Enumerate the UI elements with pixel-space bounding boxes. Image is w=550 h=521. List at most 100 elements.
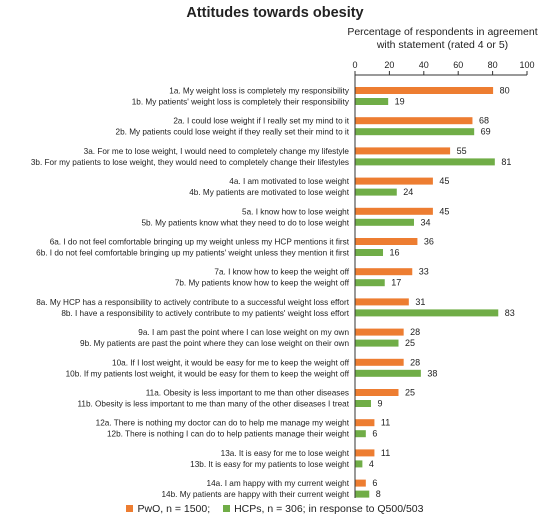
bar-pwo xyxy=(355,358,404,366)
category-label: 11a. Obesity is less important to me tha… xyxy=(146,389,349,398)
category-label: 14b. My patients are happy with their cu… xyxy=(161,490,349,499)
data-label: 45 xyxy=(439,206,449,216)
bar-hcps xyxy=(355,400,371,407)
data-label: 38 xyxy=(427,368,437,378)
data-label: 83 xyxy=(505,308,515,318)
category-label: 1a. My weight loss is completely my resp… xyxy=(169,87,350,96)
data-label: 69 xyxy=(481,127,491,137)
category-label: 4a. I am motivated to lose weight xyxy=(229,177,349,186)
bar-pwo xyxy=(355,87,494,94)
data-label: 16 xyxy=(390,248,400,258)
bar-pwo xyxy=(355,268,413,276)
bar-pwo xyxy=(355,117,473,125)
data-label: 6 xyxy=(372,478,377,488)
legend-label-pwo: PwO, n = 1500; xyxy=(137,503,211,515)
data-label: 17 xyxy=(391,278,401,288)
data-label: 31 xyxy=(415,297,425,307)
category-label: 5a. I know how to lose weight xyxy=(242,207,350,216)
data-label: 45 xyxy=(439,176,449,186)
bar-pwo xyxy=(355,238,418,245)
category-label: 14a. I am happy with my current weight xyxy=(207,479,350,488)
bar-hcps xyxy=(355,128,475,136)
bar-pwo xyxy=(355,479,366,487)
x-tick-label: 60 xyxy=(453,60,463,70)
category-label: 13b. It is easy for my patients to lose … xyxy=(190,460,350,469)
legend-item-pwo: PwO, n = 1500; xyxy=(126,503,210,515)
data-label: 25 xyxy=(405,388,415,398)
bar-hcps xyxy=(355,279,385,287)
chart-title: Attitudes towards obesity xyxy=(186,5,364,21)
category-label: 4b. My patients are motivated to lose we… xyxy=(189,188,349,197)
data-label: 6 xyxy=(372,429,377,439)
data-label: 80 xyxy=(500,86,510,96)
legend: PwO, n = 1500; HCPs, n = 306; in respons… xyxy=(0,503,550,515)
category-label: 6b. I do not feel comfortable bringing u… xyxy=(36,249,350,258)
x-axis-title-line-1: Percentage of respondents in agreement xyxy=(347,26,538,38)
bar-pwo xyxy=(355,177,433,185)
category-label: 5b. My patients know what they need to d… xyxy=(141,218,349,227)
data-label: 34 xyxy=(420,217,430,227)
data-label: 28 xyxy=(410,327,420,337)
category-label: 1b. My patients' weight loss is complete… xyxy=(132,98,350,107)
category-label: 2a. I could lose weight if I really set … xyxy=(173,117,349,126)
category-label: 13a. It is easy for me to lose weight xyxy=(221,449,350,458)
category-label: 8b. I have a responsibility to actively … xyxy=(61,309,349,318)
bar-pwo xyxy=(355,419,375,427)
data-label: 36 xyxy=(424,237,434,247)
data-label: 19 xyxy=(395,97,405,107)
bar-hcps xyxy=(355,339,399,347)
category-label: 8a. My HCP has a responsibility to activ… xyxy=(36,298,350,307)
data-label: 68 xyxy=(479,116,489,126)
bar-hcps xyxy=(355,430,366,438)
x-tick-label: 40 xyxy=(419,60,429,70)
category-label: 10a. If I lost weight, it would be easy … xyxy=(112,358,350,367)
category-label: 9a. I am past the point where I can lose… xyxy=(138,328,349,337)
x-tick-label: 0 xyxy=(352,60,357,70)
legend-swatch-hcps xyxy=(223,505,231,512)
data-label: 11 xyxy=(381,418,390,428)
bar-pwo xyxy=(355,449,375,457)
x-tick-label: 80 xyxy=(488,60,498,70)
category-label: 3a. For me to lose weight, I would need … xyxy=(84,147,350,156)
category-label: 10b. If my patients lost weight, it woul… xyxy=(66,369,350,378)
data-label: 24 xyxy=(403,187,413,197)
bar-pwo xyxy=(355,147,451,155)
data-label: 4 xyxy=(369,459,374,469)
x-tick-label: 20 xyxy=(384,60,394,70)
legend-label-hcps: HCPs, n = 306; in response to Q500/503 xyxy=(234,503,424,515)
bar-hcps xyxy=(355,490,370,498)
category-label: 12b. There is nothing I can do to help p… xyxy=(107,430,350,439)
category-label: 7b. My patients know how to keep the wei… xyxy=(175,279,350,288)
data-label: 9 xyxy=(377,399,382,409)
category-label: 3b. For my patients to lose weight, they… xyxy=(31,158,349,167)
x-axis-title: Percentage of respondents in agreement w… xyxy=(335,26,550,52)
data-label: 11 xyxy=(381,448,390,458)
bar-pwo xyxy=(355,328,404,336)
category-label: 12a. There is nothing my doctor can do t… xyxy=(96,419,350,428)
bar-pwo xyxy=(355,298,409,306)
bar-pwo xyxy=(355,207,433,215)
category-label: 2b. My patients could lose weight if the… xyxy=(116,128,350,137)
data-label: 8 xyxy=(376,489,381,499)
bar-hcps xyxy=(355,309,499,317)
category-label: 6a. I do not feel comfortable bringing u… xyxy=(50,238,350,247)
category-label: 9b. My patients are past the point where… xyxy=(80,339,349,348)
bar-hcps xyxy=(355,158,495,166)
bar-hcps xyxy=(355,98,389,105)
bar-pwo xyxy=(355,389,399,396)
category-label: 11b. Obesity is less important to me tha… xyxy=(77,400,349,409)
x-axis-title-line-2: with statement (rated 4 or 5) xyxy=(376,39,509,51)
category-label: 7a. I know how to keep the weight off xyxy=(214,268,349,277)
data-label: 28 xyxy=(410,357,420,367)
data-label: 81 xyxy=(501,157,511,167)
data-label: 25 xyxy=(405,338,415,348)
bar-hcps xyxy=(355,369,421,377)
data-label: 33 xyxy=(419,267,429,277)
bar-hcps xyxy=(355,188,397,196)
bar-hcps xyxy=(355,249,384,256)
legend-item-hcps: HCPs, n = 306; in response to Q500/503 xyxy=(223,503,424,515)
x-tick-label: 100 xyxy=(519,60,534,70)
legend-swatch-pwo xyxy=(126,505,134,512)
bar-hcps xyxy=(355,460,363,468)
